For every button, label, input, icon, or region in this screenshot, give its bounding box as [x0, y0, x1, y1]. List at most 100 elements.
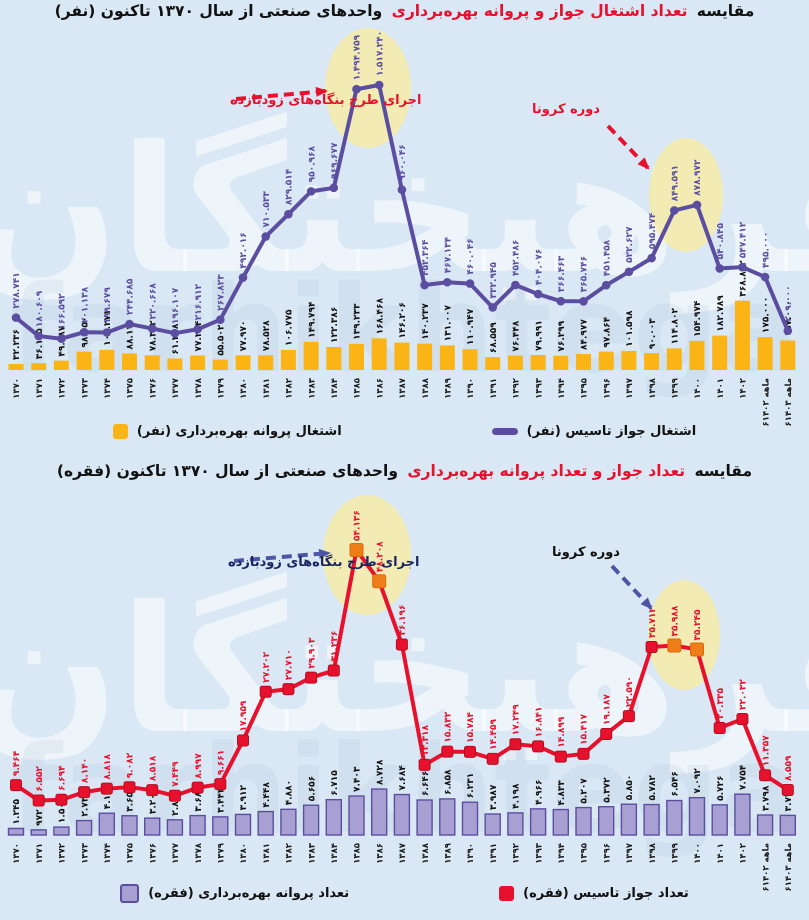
- x-axis-label: ۱۳۷۲: [58, 377, 68, 399]
- line-value-label: ۴۶۰.۰۴۶: [466, 238, 476, 274]
- data-point-marker: [168, 789, 181, 802]
- line-value-label: ۱۷.۲۴۹: [512, 704, 522, 735]
- data-point-marker: [11, 313, 21, 322]
- x-axis-label: ۱۳۹۰: [466, 843, 476, 864]
- data-point-marker: [284, 209, 293, 219]
- bar-value-label: ۳.۹۱۲: [239, 785, 249, 811]
- bar-value-label: ۵.۸۵۰: [625, 775, 635, 800]
- data-point-marker: [395, 638, 408, 651]
- line-value-label: ۲۰۹.۰۰۰: [784, 285, 794, 321]
- x-axis-label: ۱۳۸۷: [398, 377, 408, 399]
- data-point-marker: [55, 793, 68, 806]
- line-value-label: ۲۱۶.۹۱۲: [194, 283, 204, 320]
- data-point-marker: [374, 80, 384, 90]
- annotation-label: اجرای طرح بنگاه‌های زودبازده: [230, 92, 422, 108]
- legend-label: اشتغال جواز تاسیس (نفر): [526, 424, 697, 439]
- bar-value-label: ۱.۲۴۵: [12, 799, 22, 825]
- bar-value-label: ۴.۹۶۶: [534, 779, 544, 804]
- data-point-marker: [441, 745, 454, 758]
- x-axis-label: ۱۳۸۶: [375, 378, 385, 399]
- line-value-label: ۲۷.۲۰۲: [262, 651, 272, 682]
- x-axis-label: ۱۳۸۵: [353, 843, 363, 864]
- x-axis-label: ۱۳۹۲: [512, 842, 522, 864]
- bar-value-label: ۱۰۷.۲۷۱: [103, 309, 113, 345]
- bar: [598, 806, 615, 836]
- bar-value-label: ۴.۸۳۳: [557, 780, 567, 806]
- line-value-label: ۲۴۴.۶۸۵: [126, 278, 136, 315]
- x-axis-label: ۱۳۷۹: [217, 377, 227, 399]
- bar-value-label: ۱۰۱.۵۹۸: [625, 310, 635, 347]
- x-axis-label: ۱۳۷۴: [103, 843, 113, 864]
- data-point-marker: [418, 758, 431, 771]
- x-axis-label: ۱۳۸۰: [239, 378, 249, 399]
- bar: [371, 338, 387, 370]
- bar: [167, 358, 183, 370]
- line-value-label: ۹.۴۶۴: [12, 750, 22, 776]
- bar: [257, 810, 274, 836]
- line-value-label: ۲۹.۹۰۳: [307, 637, 317, 668]
- line-value-label: ۲۰.۳۳۵: [716, 688, 726, 719]
- line-value-label: ۱۵.۷۸۴: [466, 712, 476, 743]
- employment-chart-title: مقایسه تعداد اشتغال جواز و پروانه بهره‌ب…: [0, 2, 809, 20]
- title-suffix: واحدهای صنعتی از سال ۱۳۷۰ تاکنون (فقره): [56, 462, 399, 480]
- title-highlight: تعداد اشتغال جواز و پروانه بهره‌برداری: [391, 2, 688, 20]
- data-point-marker: [579, 296, 588, 306]
- bar: [439, 798, 456, 836]
- x-axis-label: ۱۳۷۳: [80, 377, 90, 399]
- bar: [461, 801, 479, 836]
- x-axis-label: ۱۳۹۳: [534, 377, 544, 399]
- data-point-marker: [577, 747, 590, 760]
- line-value-label: ۱۸۰.۶۰۹: [35, 290, 45, 327]
- title-highlight: تعداد جواز و تعداد پروانه بهره‌برداری: [407, 462, 686, 480]
- data-point-marker: [193, 324, 202, 334]
- bar-value-label: ۹۰.۰۰۳: [648, 318, 658, 349]
- line-value-label: ۳۵.۹۸۸: [671, 605, 681, 636]
- bar: [349, 343, 364, 370]
- bar: [212, 816, 229, 836]
- data-point-marker: [759, 769, 772, 782]
- bar: [53, 360, 69, 370]
- bar-value-label: ۴.۴۴۸: [262, 782, 272, 808]
- bar-value-label: ۶.۲۳۱: [466, 773, 476, 798]
- data-point-marker: [781, 783, 794, 796]
- data-point-marker: [327, 664, 340, 677]
- bar-value-label: ۶۱.۲۷۸: [171, 323, 181, 354]
- data-point-marker: [690, 642, 704, 657]
- line-value-label: ۲۲.۵۹۰: [625, 676, 635, 707]
- x-axis-label: ۱۴۰۰: [693, 378, 703, 399]
- line-value-label: ۸.۹۹۷: [194, 753, 204, 779]
- bar-value-label: ۷.۷۵۴: [739, 764, 749, 790]
- x-axis-label: ۱۳۹۶: [602, 843, 612, 864]
- bar: [507, 355, 523, 370]
- annotation-label: اجرای طرح بنگاه‌های زودبازده: [228, 554, 420, 570]
- x-axis-label: ۱۳۷۷: [171, 842, 181, 864]
- bar: [166, 819, 184, 836]
- data-point-marker: [147, 324, 157, 333]
- bar-value-label: ۷.۰۹۲: [693, 768, 703, 794]
- data-point-marker: [329, 183, 339, 193]
- x-axis-label: ۱۳۷۵: [126, 378, 136, 399]
- bar: [189, 814, 206, 836]
- data-point-marker: [600, 727, 613, 740]
- bar: [734, 793, 751, 836]
- bar-value-label: ۱۶۸.۴۶۸: [375, 297, 385, 334]
- line-value-label: ۳۳۲.۹۴۵: [489, 262, 499, 299]
- x-axis-label: ۱۳۹۴: [557, 843, 567, 864]
- bar: [121, 815, 138, 836]
- line-value-label: ۹۶۰.۰۴۶: [398, 144, 408, 180]
- annotation-arrow: [606, 124, 650, 170]
- x-axis-label: ۱۳۹۵: [580, 378, 590, 399]
- highlight-ellipse: [648, 580, 720, 690]
- bar: [302, 804, 320, 836]
- legend-item: تعداد پروانه بهره‌برداری (فقره): [120, 884, 349, 903]
- x-axis-label: ۱۳۹۱: [489, 843, 499, 864]
- x-axis-label: ۱۴۰۱: [716, 378, 726, 399]
- data-point-marker: [372, 574, 387, 589]
- legend-item: تعداد جواز تاسیس (فقره): [499, 886, 689, 901]
- data-point-marker: [670, 206, 679, 215]
- line-value-label: ۷.۴۴۹: [171, 761, 181, 787]
- bar-value-label: ۱۵۷.۰۰۰: [784, 300, 794, 336]
- legend-item: اشتغال جواز تاسیس (نفر): [491, 424, 697, 439]
- x-axis-label: ۱۳۹۰: [466, 378, 476, 399]
- bar: [280, 808, 297, 836]
